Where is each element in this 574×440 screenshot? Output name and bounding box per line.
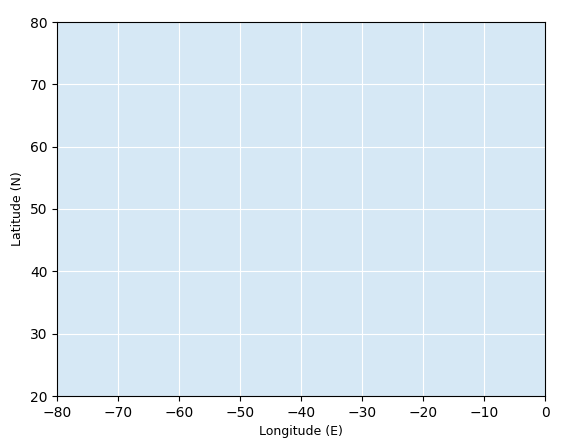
Y-axis label: Latitude (N): Latitude (N) <box>11 172 25 246</box>
X-axis label: Longitude (E): Longitude (E) <box>259 425 343 438</box>
